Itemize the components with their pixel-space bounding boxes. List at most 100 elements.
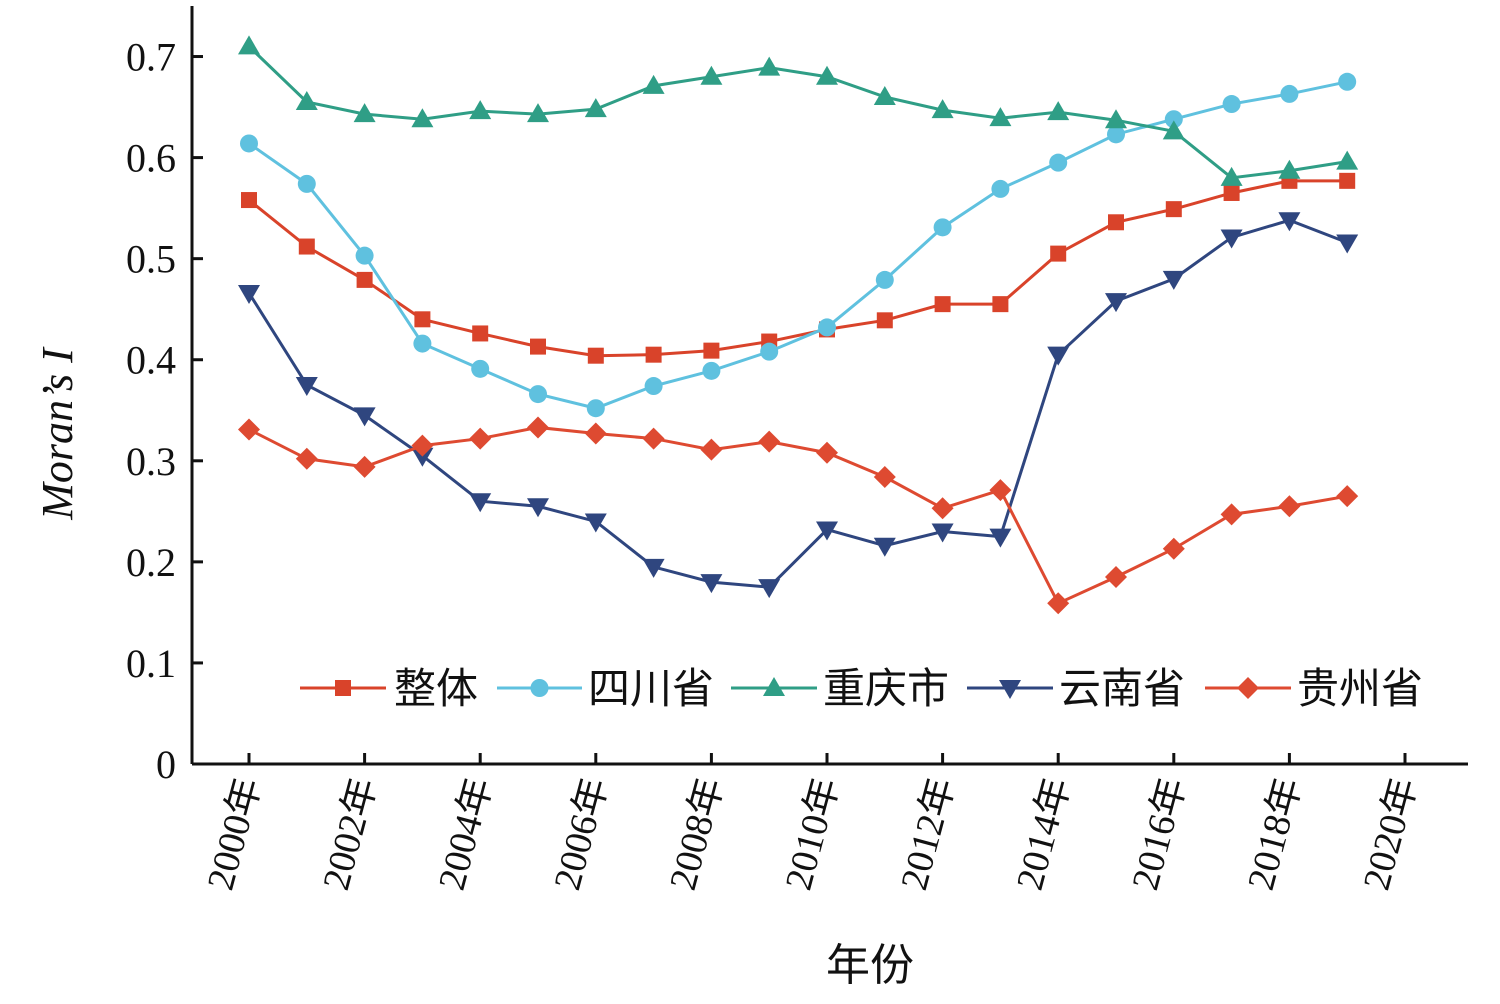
data-point [238,285,260,305]
y-tick-label: 0.6 [126,136,176,181]
data-point [642,427,665,450]
series-line [247,218,1348,589]
data-point [1047,346,1070,366]
data-point [1047,592,1070,615]
legend-marker [1237,677,1259,699]
data-point [700,438,723,461]
series-3 [238,35,1359,186]
data-point [1220,503,1243,526]
data-point [413,334,432,353]
series-layer [238,35,1359,615]
data-point [760,342,779,361]
data-point [702,361,721,380]
y-tick-label: 0 [156,742,176,787]
data-point [1220,229,1243,249]
x-tick-label: 2012年 [893,773,963,894]
data-point [1278,212,1301,232]
x-tick-label: 2006年 [546,773,616,894]
data-point [1050,245,1067,262]
data-point [414,311,431,328]
data-point [992,296,1009,313]
legend-item: 四川省 [497,664,714,713]
series-line [247,45,1348,180]
y-tick-label: 0.5 [126,237,176,282]
data-point [353,407,376,427]
data-point [529,385,547,404]
data-point [527,498,549,518]
data-point [238,35,260,55]
y-tick-label: 0.3 [126,439,176,484]
data-point [297,174,316,193]
x-tick-label: 2016年 [1124,773,1194,894]
data-point [295,377,318,396]
axes: 0 0.1 0.2 0.3 0.4 0.5 0.6 0.7 2000年 2002年 2004年 200… [126,6,1468,894]
data-point [1164,110,1183,129]
data-point [991,179,1010,198]
data-point [934,296,951,313]
legend-marker [530,679,549,697]
data-point [295,91,318,111]
data-point [1047,101,1070,121]
data-point [1105,566,1127,589]
data-point [586,399,605,418]
data-point [989,107,1012,127]
data-point [411,447,434,467]
data-point [1162,120,1185,140]
data-point [469,100,492,120]
data-point [584,422,607,445]
data-point [1105,293,1127,313]
legend-label: 整体 [394,664,478,713]
series-4 [238,212,1359,599]
data-point [1336,234,1359,254]
data-point [469,427,492,450]
data-point [356,271,373,288]
y-tick-label: 0.1 [126,641,176,686]
series-line [248,425,1348,606]
x-tick-label: 2018年 [1240,773,1310,894]
data-point [411,108,434,128]
x-tick-label: 2014年 [1009,773,1079,894]
x-tick-label: 2020年 [1356,773,1426,894]
data-point [584,98,607,118]
data-point [1108,214,1124,231]
legend: 整体 四川省 重庆市 云南省 贵州省 [300,664,1423,713]
data-point [471,359,490,378]
data-point [1222,95,1241,114]
x-axis-title: 年份 [826,941,914,990]
x-tick-label: 2008年 [662,773,732,894]
series-line [248,179,1348,358]
data-point [644,377,663,396]
data-point [758,56,781,76]
data-point [876,312,893,329]
data-point [989,479,1012,502]
data-point [1280,84,1299,103]
legend-label: 重庆市 [823,664,949,713]
data-point [1162,537,1185,560]
data-point [355,246,374,265]
legend-marker [999,680,1021,699]
data-point [642,74,665,94]
x-tick-label: 2002年 [315,773,385,894]
data-point [816,521,838,541]
data-point [703,342,720,359]
y-tick-label: 0.4 [126,338,176,383]
data-point [1165,201,1182,218]
legend-item: 贵州省 [1205,664,1423,713]
data-point [353,455,376,478]
data-point [1220,166,1243,186]
data-point [298,238,315,255]
data-point [933,218,952,237]
data-point [1049,153,1068,172]
data-point [1223,184,1240,201]
data-point [241,192,257,209]
data-point [238,418,260,441]
data-point [1107,125,1125,144]
series-2 [240,72,1357,418]
data-point [816,65,838,85]
legend-label: 云南省 [1059,664,1185,713]
data-point [816,441,838,464]
data-point [1162,270,1185,290]
data-point [700,574,723,594]
